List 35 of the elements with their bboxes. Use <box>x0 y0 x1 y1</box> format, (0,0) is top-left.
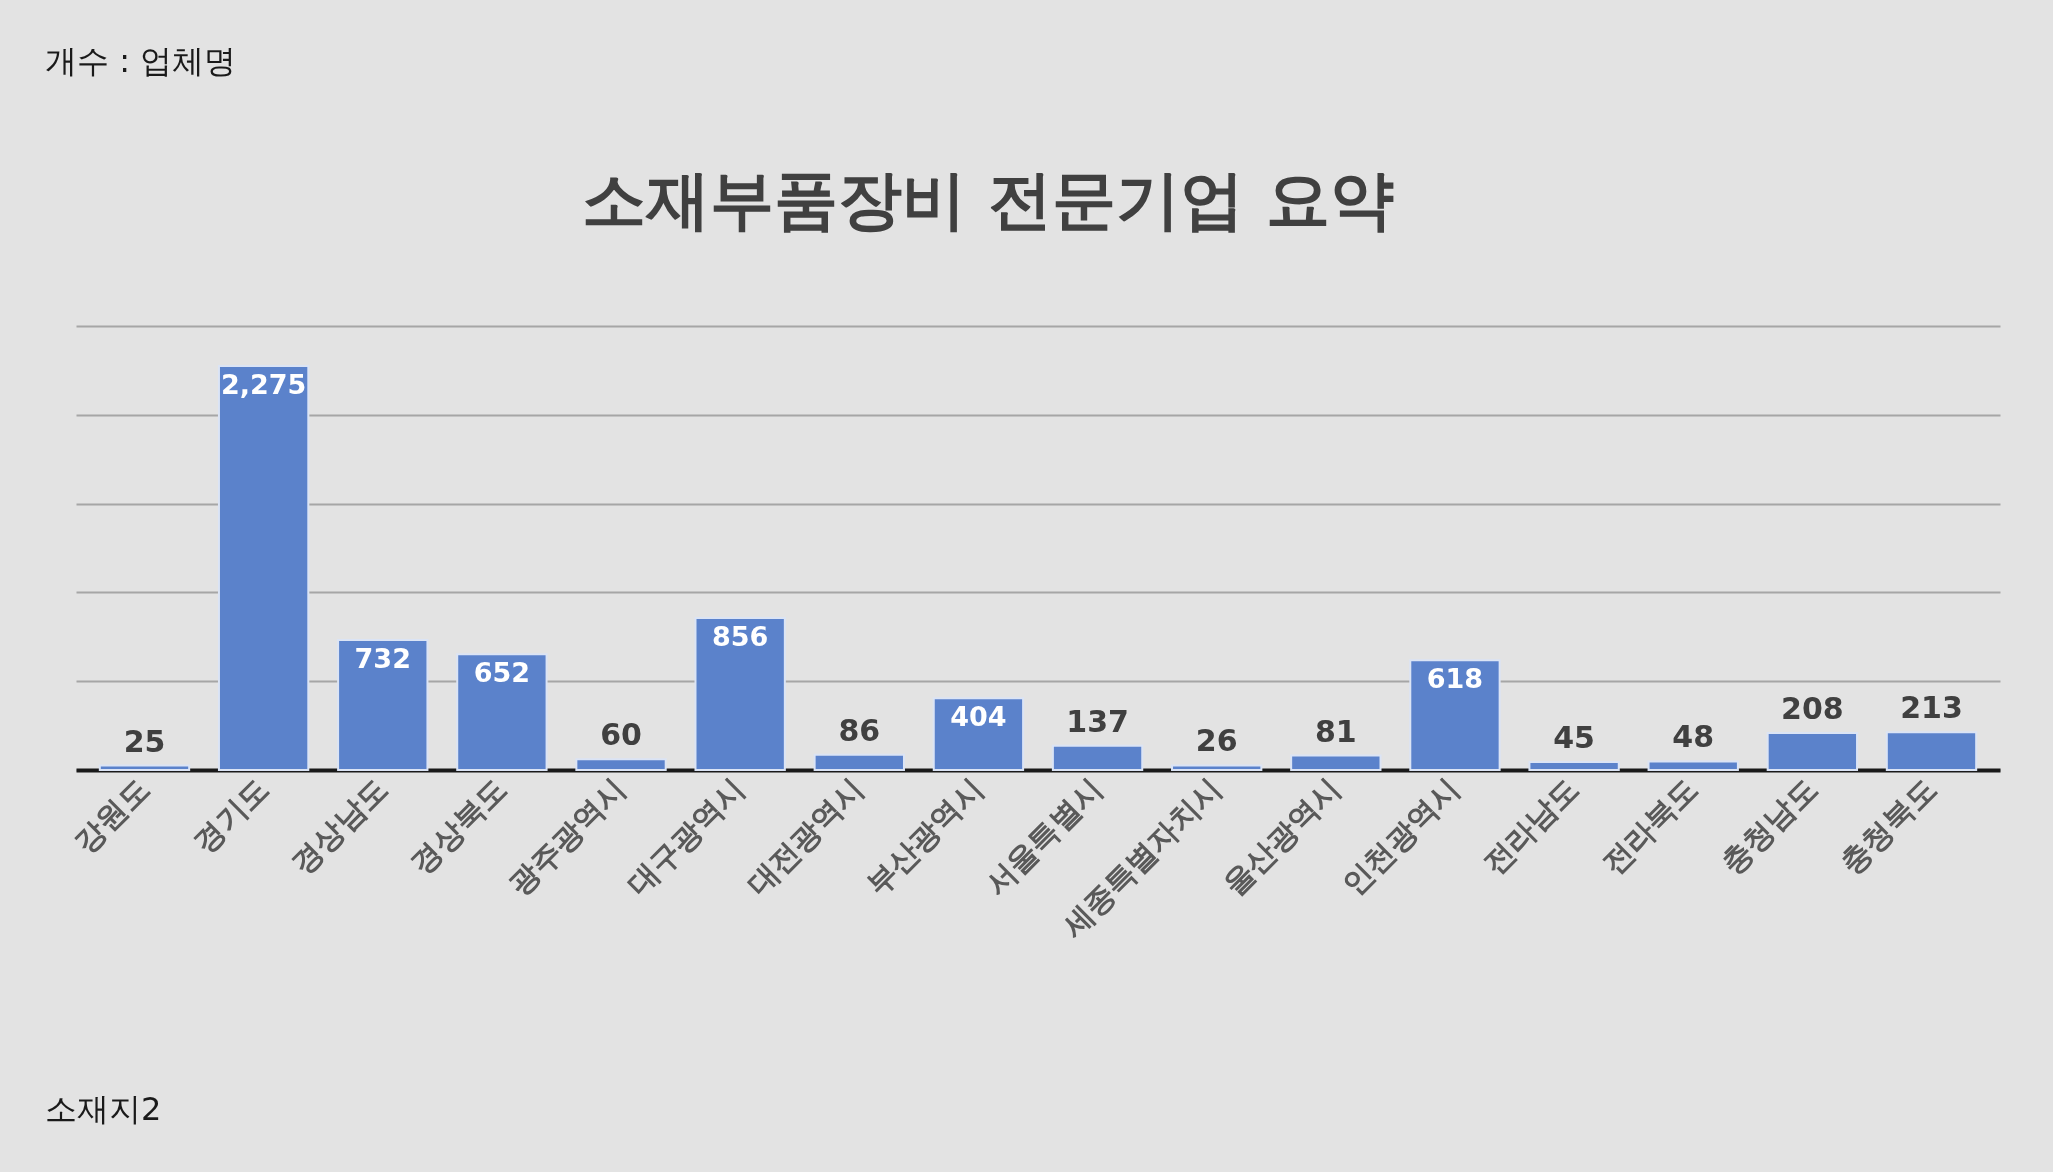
data-label: 652 <box>473 657 531 689</box>
bar <box>217 364 310 771</box>
data-label: 86 <box>838 712 881 748</box>
bar <box>813 753 905 771</box>
data-label: 81 <box>1314 713 1357 749</box>
bar <box>1766 732 1859 771</box>
bar <box>694 616 786 771</box>
data-label: 208 <box>1781 691 1844 727</box>
bar <box>575 758 667 771</box>
bar <box>1051 744 1144 771</box>
bar <box>932 697 1025 771</box>
bar <box>456 653 548 771</box>
data-label: 213 <box>1900 690 1963 726</box>
text: 소재지2 <box>45 1090 162 1128</box>
bar <box>337 639 429 771</box>
data-label: 404 <box>950 701 1007 733</box>
bar <box>1409 659 1501 771</box>
data-label: 732 <box>354 643 411 674</box>
bar <box>1171 764 1263 771</box>
bar <box>1885 731 1978 771</box>
bar <box>1290 754 1382 771</box>
data-label: 25 <box>123 723 166 759</box>
data-label: 618 <box>1426 663 1484 695</box>
text: 개수 : 업체명 <box>45 42 237 80</box>
chart-title: 소재부품장비 전문기업 요약 <box>581 163 1395 237</box>
data-label: 48 <box>1672 719 1715 755</box>
data-label: 26 <box>1195 723 1238 759</box>
data-label: 137 <box>1066 703 1129 739</box>
data-label: 2,275 <box>220 368 307 400</box>
bar <box>1528 761 1620 771</box>
data-label: 60 <box>600 717 642 753</box>
data-label: 856 <box>711 620 769 652</box>
bar <box>98 764 191 771</box>
bar <box>1647 760 1739 771</box>
data-label: 45 <box>1553 720 1595 756</box>
